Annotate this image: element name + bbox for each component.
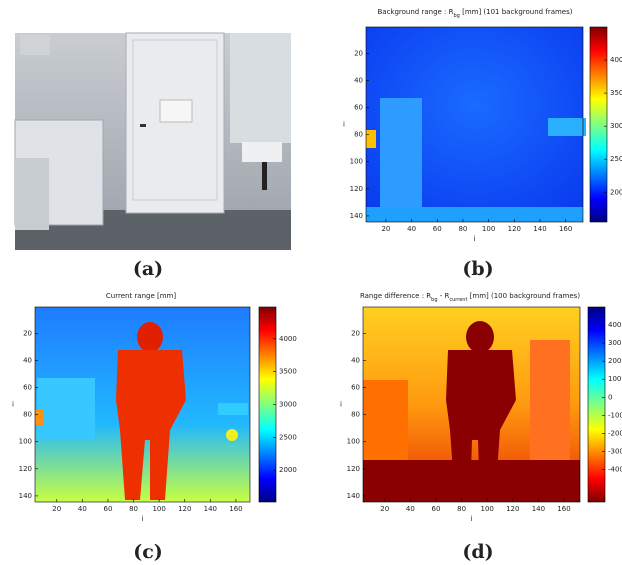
y-tick-label: 60 (351, 384, 360, 392)
colorbar-tick-label: 200 (610, 188, 622, 196)
panel-title: Background range : Rbg [mm] (101 backgro… (377, 8, 572, 19)
colorbar (590, 27, 607, 222)
colorbar-tick-label: 300 (608, 339, 621, 347)
x-tick-label: 100 (482, 225, 495, 233)
x-tick-label: 20 (380, 505, 389, 513)
y-tick-label: 20 (354, 49, 363, 57)
title-part: [mm] (101 background frames) (460, 8, 573, 16)
x-tick-label: 60 (433, 225, 442, 233)
colorbar-tick-label: 400 (608, 321, 621, 329)
x-tick-label: 40 (406, 505, 415, 513)
title-part: Range difference : R (360, 292, 431, 300)
caption: (a) (133, 258, 163, 280)
x-axis-label: i (474, 235, 476, 243)
title-part: Current range [mm] (106, 292, 176, 300)
x-tick-label: 80 (458, 225, 467, 233)
colorbar-tick-label: 0 (608, 393, 612, 401)
colorbar-tick-label: 3500 (279, 368, 297, 376)
y-tick-label: 140 (19, 492, 32, 500)
x-tick-label: 100 (480, 505, 493, 513)
y-tick-label: 140 (347, 492, 360, 500)
panel-title: Range difference : Rbg - Rcurrent [mm] (… (360, 292, 580, 303)
colorbar-tick-label: -200 (608, 429, 622, 437)
y-tick-label: 40 (354, 76, 363, 84)
y-tick-label: 40 (351, 356, 360, 364)
y-tick-label: 60 (23, 384, 32, 392)
y-tick-label: 20 (23, 329, 32, 337)
x-tick-label: 40 (78, 505, 87, 513)
x-tick-label: 160 (557, 505, 570, 513)
colorbar-tick-label: 2500 (279, 433, 297, 441)
y-tick-label: 120 (347, 465, 360, 473)
y-tick-label: 80 (23, 411, 32, 419)
x-tick-label: 60 (103, 505, 112, 513)
x-tick-label: 120 (178, 505, 191, 513)
panel-title: Current range [mm] (106, 292, 176, 300)
colorbar-tick-label: 100 (608, 375, 621, 383)
y-tick-label: 120 (350, 185, 363, 193)
y-tick-label: 60 (354, 104, 363, 112)
x-tick-label: 20 (381, 225, 390, 233)
colorbar-tick-label: -300 (608, 447, 622, 455)
y-axis-label: i (343, 121, 345, 129)
y-tick-label: 100 (19, 438, 32, 446)
x-tick-label: 20 (52, 505, 61, 513)
x-axis-label: i (471, 515, 473, 523)
y-tick-label: 80 (354, 131, 363, 139)
caption: (d) (462, 541, 493, 563)
colorbar-tick-label: 200 (608, 357, 621, 365)
y-tick-label: 40 (23, 356, 32, 364)
colorbar-tick-label: -400 (608, 466, 622, 474)
y-tick-label: 120 (19, 465, 32, 473)
colorbar-tick-label: -100 (608, 411, 622, 419)
x-tick-label: 120 (506, 505, 519, 513)
x-tick-label: 120 (508, 225, 521, 233)
colorbar-tick-label: 4000 (279, 335, 297, 343)
colorbar-tick-label: 300 (610, 122, 622, 130)
colorbar-tick-label: 3000 (279, 401, 297, 409)
photo (15, 33, 291, 250)
x-tick-label: 80 (129, 505, 138, 513)
x-tick-label: 140 (533, 225, 546, 233)
x-tick-label: 160 (229, 505, 242, 513)
x-tick-label: 80 (457, 505, 466, 513)
heatmap-b (366, 27, 586, 222)
colorbar (588, 307, 605, 502)
caption: (c) (133, 541, 163, 563)
x-tick-label: 60 (432, 505, 441, 513)
x-tick-label: 100 (152, 505, 165, 513)
y-tick-label: 100 (347, 438, 360, 446)
caption: (b) (462, 258, 493, 280)
x-tick-label: 40 (407, 225, 416, 233)
title-part: - R (438, 292, 450, 300)
colorbar-tick-label: 250 (610, 155, 622, 163)
x-tick-label: 140 (532, 505, 545, 513)
y-axis-label: i (340, 401, 342, 409)
figure: (a) (b) Background range : Rbg [mm] (101 … (0, 0, 622, 565)
colorbar-tick-label: 400 (610, 56, 622, 64)
x-tick-label: 140 (204, 505, 217, 513)
heatmap-d (363, 307, 580, 502)
heatmap-c (35, 307, 250, 502)
y-tick-label: 80 (351, 411, 360, 419)
title-part: Background range : R (377, 8, 453, 16)
y-tick-label: 140 (350, 212, 363, 220)
x-axis-label: i (142, 515, 144, 523)
title-part: [mm] (100 background frames) (467, 292, 580, 300)
y-tick-label: 20 (351, 329, 360, 337)
colorbar-tick-label: 350 (610, 89, 622, 97)
colorbar-tick-label: 2000 (279, 466, 297, 474)
subscript: current (449, 297, 467, 303)
y-tick-label: 100 (350, 158, 363, 166)
x-tick-label: 160 (559, 225, 572, 233)
y-axis-label: i (12, 401, 14, 409)
